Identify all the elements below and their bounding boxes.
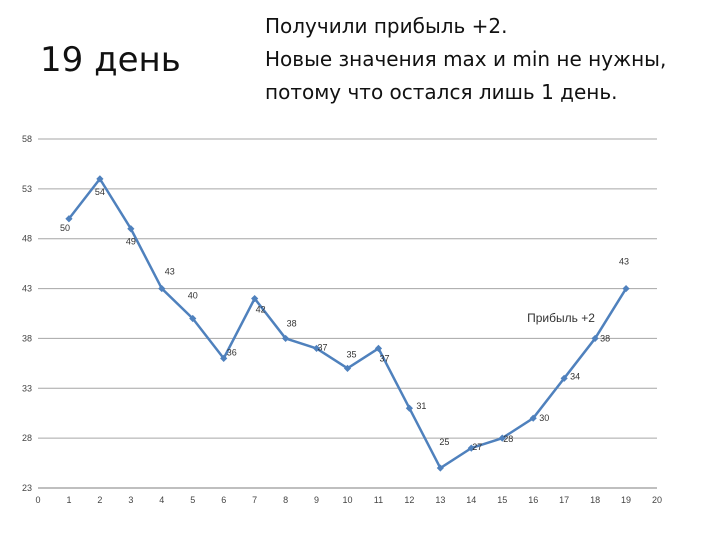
data-point xyxy=(436,464,444,472)
x-tick-label: 0 xyxy=(35,495,40,505)
note: Получили прибыль +2. Новые значения max … xyxy=(265,10,666,109)
data-label: 36 xyxy=(227,347,237,357)
note-line-1: Получили прибыль +2. xyxy=(265,14,508,38)
y-tick-label: 38 xyxy=(22,333,32,343)
note-line-3: потому что остался лишь 1 день. xyxy=(265,80,618,104)
y-tick-label: 33 xyxy=(22,383,32,393)
data-label: 40 xyxy=(188,290,198,300)
x-tick-label: 5 xyxy=(190,495,195,505)
data-label: 31 xyxy=(416,401,426,411)
data-point xyxy=(374,344,383,352)
x-tick-label: 9 xyxy=(314,495,319,505)
data-point xyxy=(251,294,259,303)
data-label: 27 xyxy=(472,442,482,452)
x-tick-label: 16 xyxy=(528,495,538,505)
data-point xyxy=(343,364,352,372)
x-tick-label: 12 xyxy=(404,495,414,505)
data-label: 54 xyxy=(95,187,105,197)
x-tick-label: 8 xyxy=(283,495,288,505)
data-label: 37 xyxy=(318,342,328,352)
data-point xyxy=(591,334,599,343)
data-label: 42 xyxy=(256,305,266,315)
data-point xyxy=(96,175,104,183)
data-label: 25 xyxy=(439,437,449,447)
x-tick-label: 15 xyxy=(497,495,507,505)
note-line-2: Новые значения max и min не нужны, xyxy=(265,47,667,71)
data-point xyxy=(65,215,73,223)
x-tick-label: 1 xyxy=(66,495,71,505)
data-label: 35 xyxy=(346,349,356,359)
data-label: 38 xyxy=(600,333,610,343)
data-point xyxy=(498,434,506,442)
data-point xyxy=(220,354,228,362)
data-label: 28 xyxy=(503,434,513,444)
annotation-profit: Прибыль +2 xyxy=(527,311,595,325)
data-point xyxy=(127,225,135,233)
y-tick-label: 53 xyxy=(22,184,32,194)
data-point xyxy=(158,284,166,293)
y-tick-label: 23 xyxy=(22,483,32,493)
data-point xyxy=(622,284,630,293)
x-tick-label: 18 xyxy=(590,495,600,505)
x-tick-label: 6 xyxy=(221,495,226,505)
data-point xyxy=(189,314,197,323)
y-tick-label: 28 xyxy=(22,433,32,443)
x-tick-label: 13 xyxy=(435,495,445,505)
data-point xyxy=(560,374,568,382)
x-tick-label: 19 xyxy=(621,495,631,505)
day-title: 19 день xyxy=(40,40,181,80)
x-tick-label: 11 xyxy=(374,495,383,505)
data-point xyxy=(467,444,475,452)
data-point xyxy=(312,344,321,352)
x-tick-label: 3 xyxy=(128,495,133,505)
x-tick-label: 4 xyxy=(159,495,164,505)
y-tick-label: 48 xyxy=(22,234,32,244)
x-tick-label: 2 xyxy=(97,495,102,505)
y-tick-label: 43 xyxy=(22,284,32,294)
x-tick-label: 20 xyxy=(652,495,662,505)
x-tick-label: 7 xyxy=(252,495,257,505)
y-tick-label: 58 xyxy=(22,134,32,144)
x-tick-label: 17 xyxy=(559,495,569,505)
x-tick-label: 14 xyxy=(466,495,476,505)
data-label: 37 xyxy=(379,353,389,363)
data-label: 49 xyxy=(126,237,136,247)
data-label: 34 xyxy=(570,371,580,381)
data-point xyxy=(282,334,290,343)
data-label: 38 xyxy=(287,318,297,328)
data-label: 43 xyxy=(165,267,175,277)
data-point xyxy=(529,414,537,422)
data-label: 30 xyxy=(539,413,549,423)
data-label: 50 xyxy=(60,223,70,233)
x-tick-label: 10 xyxy=(342,495,352,505)
data-point xyxy=(405,404,413,412)
data-label: 43 xyxy=(619,257,629,267)
